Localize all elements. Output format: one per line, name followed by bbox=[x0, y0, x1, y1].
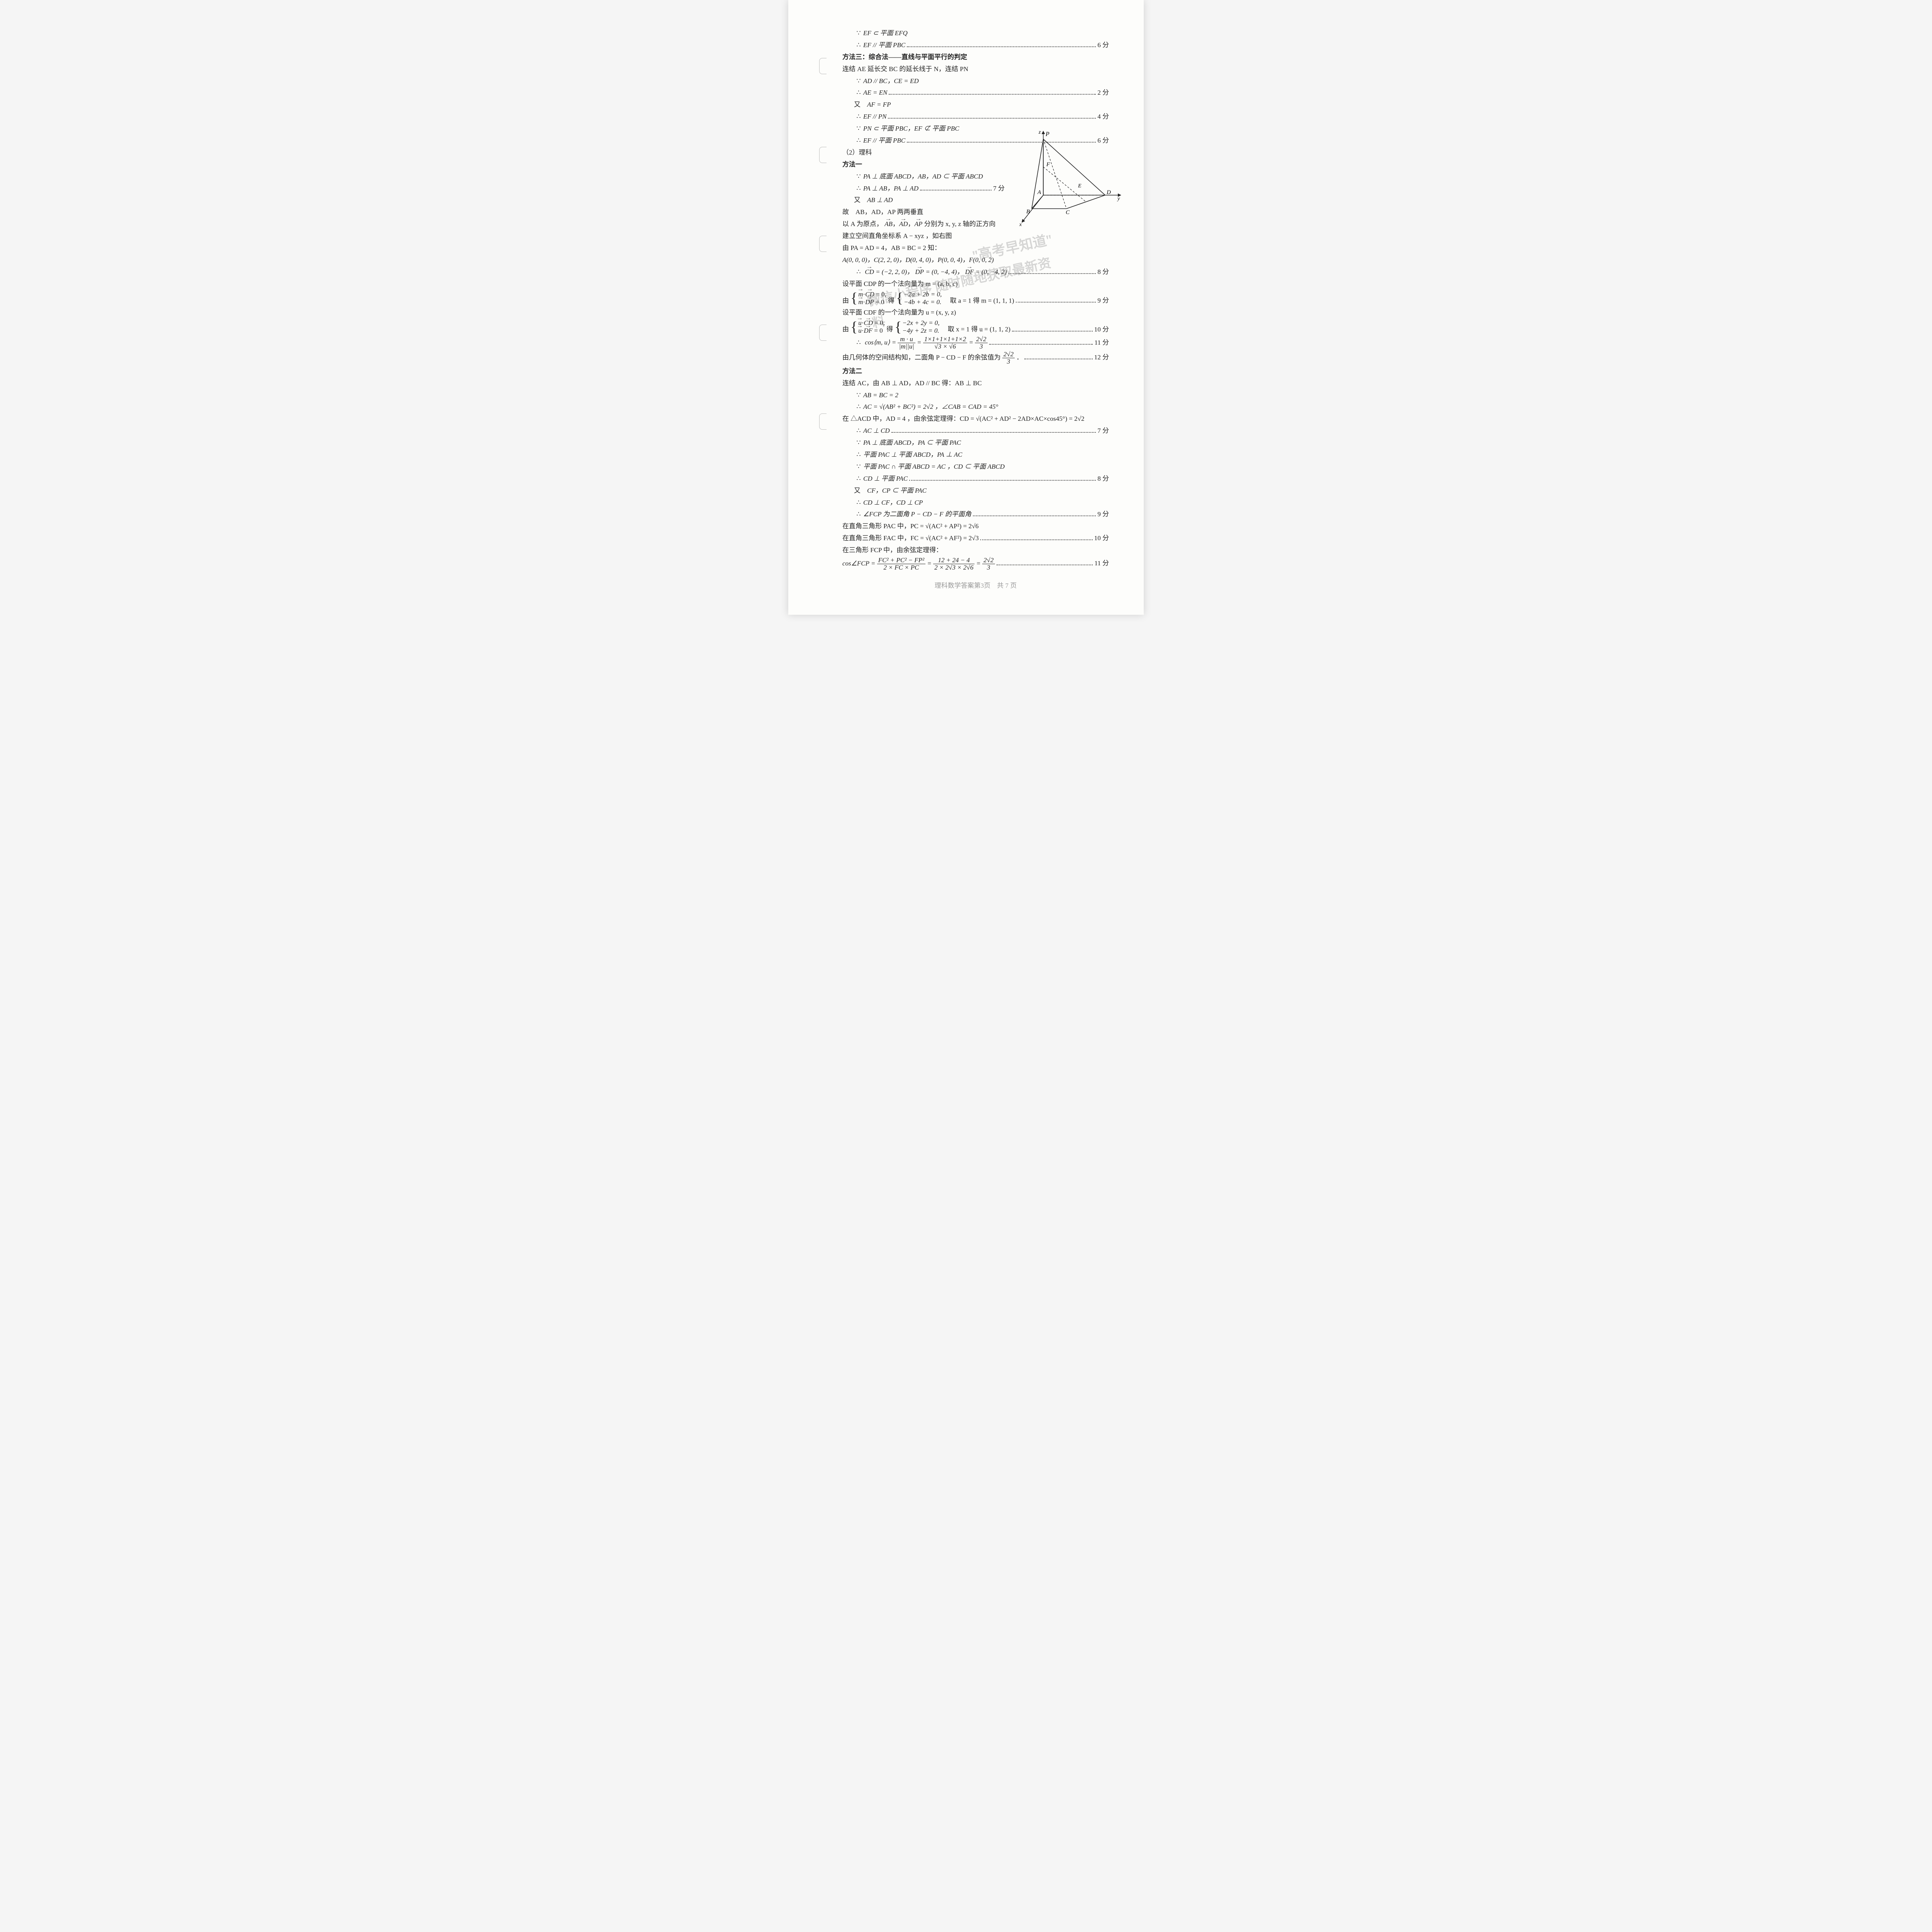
text-line: 设平面 CDF 的一个法向量为 u = (x, y, z) bbox=[842, 307, 1109, 318]
text-line: 故 AB，AD，AP 两两垂直 bbox=[842, 207, 1109, 218]
text-line: 由 { u·CD = 0, u·DF = 0 得 { −2x + 2y = 0,… bbox=[842, 319, 1109, 335]
text-line: cos∠FCP = FC² + PC² − FP²2 × FC × PC = 1… bbox=[842, 557, 1109, 571]
text-line: 由 { m·CD = 0, m·DP = 0 得 { −2a + 2b = 0,… bbox=[842, 291, 1109, 306]
text-line: ∴ cos⟨m, u⟩ = m · u|m||u| = 1×1+1×1+1×2√… bbox=[842, 336, 1109, 350]
heading-method2: 方法二 bbox=[842, 366, 1109, 377]
text-line: ∴EF // PN 4 分 bbox=[842, 111, 1109, 122]
text-line: ∴CD ⊥ 平面 PAC 8 分 bbox=[842, 473, 1109, 485]
page: P z F A B x C D y E "高考早知道" 微信小程序 随时随地获取… bbox=[788, 0, 1144, 615]
heading-method3: 方法三：综合法——直线与平面平行的判定 bbox=[842, 52, 1109, 63]
binding-marks bbox=[819, 0, 827, 615]
text-line: ∵EF ⊂ 平面 EFQ bbox=[842, 28, 1109, 39]
text-line: ∵AB = BC = 2 bbox=[842, 390, 1109, 401]
text-line: ∴PA ⊥ AB，PA ⊥ AD 7 分 bbox=[842, 183, 1005, 194]
text-line: 又 CF，CP ⊂ 平面 PAC bbox=[842, 485, 1109, 497]
text-line: 由几何体的空间结构知，二面角 P − CD − F 的余弦值为 2√23 ． 1… bbox=[842, 351, 1109, 365]
text-line: ∵AD // BC，CE = ED bbox=[842, 76, 1109, 87]
text-line: 在三角形 FCP 中，由余弦定理得： bbox=[842, 545, 1109, 556]
text-line: ∴EF // 平面 PBC 6 分 bbox=[842, 40, 1109, 51]
svg-text:E: E bbox=[1078, 183, 1082, 189]
text-line: ∵PA ⊥ 底面 ABCD，PA ⊂ 平面 PAC bbox=[842, 437, 1109, 449]
text-line: ∴平面 PAC ⊥ 平面 ABCD，PA ⊥ AC bbox=[842, 449, 1109, 461]
text-line: ∵PN ⊂ 平面 PBC，EF ⊄ 平面 PBC bbox=[842, 123, 1109, 134]
text-line: 以 A 为原点， AB，AD，AP 分别为 x, y, z 轴的正方向 bbox=[842, 219, 1109, 230]
text-line: 由 PA = AD = 4，AB = BC = 2 知： bbox=[842, 243, 1109, 254]
text-line: ∴∠FCP 为二面角 P − CD − F 的平面角 9 分 bbox=[842, 509, 1109, 520]
text-line: 在直角三角形 PAC 中，PC = √(AC² + AP²) = 2√6 bbox=[842, 521, 1109, 532]
text-line: ∴CD ⊥ CF，CD ⊥ CP bbox=[842, 497, 1109, 509]
text-line: 连结 AC，由 AB ⊥ AD，AD // BC 得：AB ⊥ BC bbox=[842, 378, 1109, 389]
text-line: ∵平面 PAC ∩ 平面 ABCD = AC ，CD ⊂ 平面 ABCD bbox=[842, 461, 1109, 473]
text-line: ∴AC ⊥ CD 7 分 bbox=[842, 425, 1109, 437]
text-line: 设平面 CDP 的一个法向量为 m = (a, b, c) bbox=[842, 279, 1109, 290]
page-footer: 理科数学答案第3页 共 7 页 bbox=[842, 580, 1109, 592]
text-line: 又 AF = FP bbox=[842, 99, 1109, 111]
text-line: A(0, 0, 0)，C(2, 2, 0)，D(0, 4, 0)，P(0, 0,… bbox=[842, 255, 1109, 266]
text-line: ∵PA ⊥ 底面 ABCD，AB，AD ⊂ 平面 ABCD bbox=[842, 171, 1109, 182]
text-line: ∴AC = √(AB² + BC²) = 2√2 ，∠CAB = CAD = 4… bbox=[842, 401, 1109, 413]
text-line: ∴ CD = (−2, 2, 0)， DP = (0, −4, 4)， DF =… bbox=[842, 267, 1109, 278]
svg-text:y: y bbox=[1117, 196, 1120, 202]
text-line: ∴EF // 平面 PBC 6 分 bbox=[842, 135, 1109, 146]
heading-method1: 方法一 bbox=[842, 159, 1109, 170]
subsection-label: （2）理科 bbox=[842, 147, 1109, 158]
text-line: 在直角三角形 FAC 中，FC = √(AC² + AF²) = 2√3 10 … bbox=[842, 533, 1109, 544]
text-line: 连结 AE 延长交 BC 的延长线于 N，连结 PN bbox=[842, 64, 1109, 75]
text-line: ∴AE = EN 2 分 bbox=[842, 87, 1109, 99]
text-line: 在 △ACD 中，AD = 4 ，由余弦定理得：CD = √(AC² + AD²… bbox=[842, 413, 1109, 425]
text-line: 建立空间直角坐标系 A − xyz ，如右图 bbox=[842, 231, 1109, 242]
text-line: 又 AB ⊥ AD bbox=[842, 195, 1109, 206]
